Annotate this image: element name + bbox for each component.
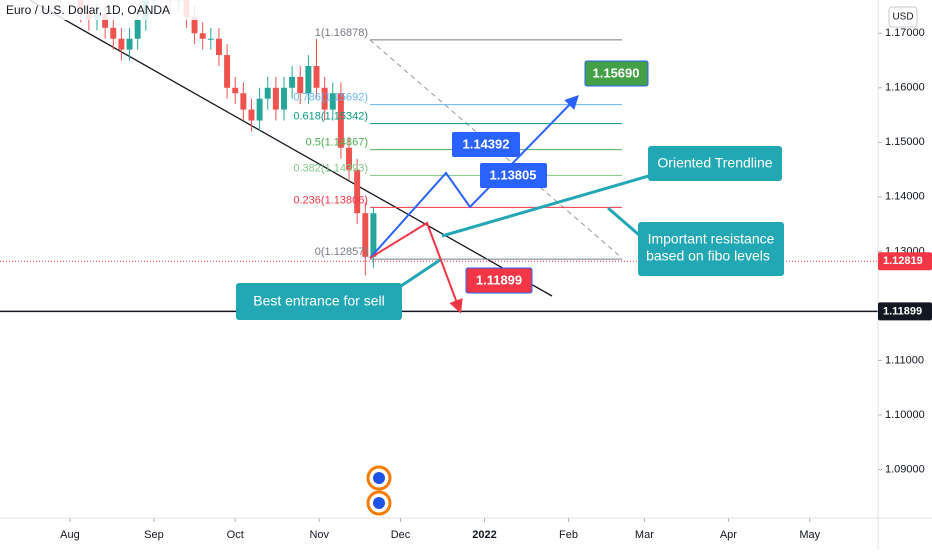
sell-target-label: 1.11899 bbox=[476, 272, 522, 287]
event-icon bbox=[373, 497, 385, 509]
callout-text: Important resistance bbox=[648, 231, 775, 247]
candle-body bbox=[297, 76, 304, 94]
fib-label: 0(1.12857) bbox=[315, 246, 368, 258]
candle-body bbox=[232, 87, 239, 94]
target-label: 1.15690 bbox=[593, 65, 640, 80]
candle-body bbox=[207, 38, 214, 40]
candle-body bbox=[289, 76, 296, 88]
callout bbox=[236, 283, 402, 320]
fib-label: 0.382(1.14393) bbox=[293, 162, 368, 174]
callout-pointer bbox=[441, 173, 653, 238]
candle-body bbox=[305, 65, 312, 94]
candle-body bbox=[248, 109, 255, 121]
candle-body bbox=[346, 147, 353, 170]
candle-body bbox=[362, 213, 369, 257]
sell-target-box bbox=[465, 267, 533, 294]
fib-label: 0.618(1.15342) bbox=[293, 111, 368, 123]
y-tick-label: 1.10000 bbox=[885, 409, 925, 421]
candle-body bbox=[118, 38, 125, 50]
x-tick-label: Dec bbox=[391, 529, 411, 541]
bearish-path bbox=[369, 221, 463, 314]
callout-text: Best entrance for sell bbox=[253, 293, 385, 309]
currency-badge[interactable] bbox=[888, 6, 918, 28]
fib-label: 0.786(1.15692) bbox=[293, 91, 368, 103]
annotations: 1.15690 1.14392 1.13805 1.11899 Oriented… bbox=[236, 27, 784, 516]
y-tick-label: 1.16000 bbox=[885, 82, 925, 94]
trendline bbox=[29, 0, 553, 297]
price-badge bbox=[878, 252, 932, 271]
candle-body bbox=[329, 93, 336, 110]
candle-body bbox=[337, 93, 344, 148]
callout bbox=[648, 146, 782, 181]
callout-text: Oriented Trendline bbox=[657, 155, 772, 171]
x-tick-label: Nov bbox=[309, 529, 329, 541]
x-tick-label: 2022 bbox=[472, 529, 496, 541]
candle-body bbox=[215, 38, 222, 56]
level-box bbox=[452, 132, 520, 157]
candle-body bbox=[240, 93, 247, 110]
level-box bbox=[480, 163, 547, 188]
x-tick-label: Mar bbox=[635, 529, 654, 541]
y-tick-label: 1.11000 bbox=[885, 354, 924, 366]
y-tick-label: 1.09000 bbox=[885, 463, 925, 475]
candle-body bbox=[321, 87, 328, 110]
candle-body bbox=[354, 169, 361, 214]
candle-body bbox=[102, 14, 109, 28]
level-label: 1.14392 bbox=[463, 136, 510, 151]
x-tick-label: Aug bbox=[60, 529, 80, 541]
fib-label: 1(1.16878) bbox=[315, 27, 368, 39]
target-box bbox=[584, 60, 649, 87]
candle-body bbox=[272, 87, 279, 110]
price-badge-label: 1.12819 bbox=[883, 255, 923, 267]
candle-body bbox=[224, 55, 231, 88]
title-bg bbox=[0, 0, 210, 20]
candle-body bbox=[191, 16, 198, 34]
x-tick-label: Apr bbox=[720, 529, 737, 541]
candle-body bbox=[313, 65, 320, 88]
candle-body bbox=[281, 87, 287, 110]
bullish-path bbox=[369, 94, 579, 259]
price-badge bbox=[878, 302, 932, 321]
level-label: 1.13805 bbox=[490, 167, 537, 182]
candle-body bbox=[199, 33, 206, 39]
x-tick-label: Oct bbox=[227, 529, 244, 541]
candle-body bbox=[134, 19, 141, 39]
currency: USD bbox=[892, 12, 913, 23]
y-tick-label: 1.15000 bbox=[885, 136, 925, 148]
x-tick-label: May bbox=[799, 529, 820, 541]
fib-label: 0.236(1.13806) bbox=[293, 194, 368, 206]
callout-text: based on fibo levels bbox=[646, 248, 770, 264]
price-badge-label: 1.11899 bbox=[883, 305, 922, 317]
event-icon bbox=[373, 472, 385, 484]
callout bbox=[638, 222, 784, 276]
candle-body bbox=[110, 27, 117, 39]
fib-label: 0.5(1.14867) bbox=[306, 136, 368, 148]
chart-title: Euro / U.S. Dollar, 1D, OANDA bbox=[6, 3, 170, 17]
candle-body bbox=[126, 38, 133, 50]
candle-body bbox=[264, 87, 271, 99]
y-tick-label: 1.17000 bbox=[885, 27, 925, 39]
candle-body bbox=[370, 213, 377, 257]
candle-body bbox=[256, 98, 263, 121]
y-tick-label: 1.14000 bbox=[885, 191, 925, 203]
x-tick-label: Sep bbox=[144, 529, 164, 541]
x-tick-label: Feb bbox=[559, 529, 578, 541]
